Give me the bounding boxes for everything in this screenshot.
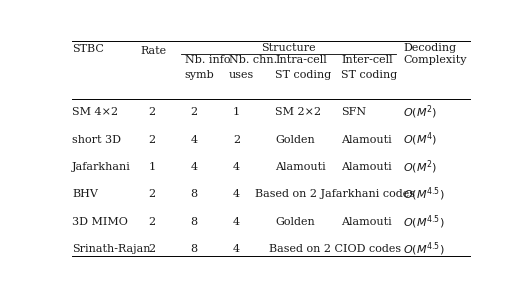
Text: Structure: Structure bbox=[261, 43, 315, 53]
Text: ST coding: ST coding bbox=[276, 70, 332, 80]
Text: Rate: Rate bbox=[141, 45, 167, 56]
Text: Based on 2 CIOD codes: Based on 2 CIOD codes bbox=[269, 244, 402, 254]
Text: 1: 1 bbox=[149, 162, 156, 172]
Text: SFN: SFN bbox=[341, 107, 367, 117]
Text: Alamouti: Alamouti bbox=[276, 162, 326, 172]
Text: 8: 8 bbox=[190, 189, 197, 200]
Text: 8: 8 bbox=[190, 244, 197, 254]
Text: symb: symb bbox=[185, 70, 214, 80]
Text: $O(M^{2})$: $O(M^{2})$ bbox=[403, 103, 437, 121]
Text: STBC: STBC bbox=[72, 44, 104, 54]
Text: Srinath-Rajan: Srinath-Rajan bbox=[72, 244, 151, 254]
Text: Complexity: Complexity bbox=[403, 55, 467, 65]
Text: $O(M^{2})$: $O(M^{2})$ bbox=[403, 158, 437, 176]
Text: Inter-cell: Inter-cell bbox=[341, 55, 393, 65]
Text: $O(M^{4.5})$: $O(M^{4.5})$ bbox=[403, 241, 445, 258]
Text: 2: 2 bbox=[149, 107, 156, 117]
Text: 4: 4 bbox=[233, 189, 240, 200]
Text: 2: 2 bbox=[149, 217, 156, 227]
Text: Alamouti: Alamouti bbox=[341, 134, 392, 144]
Text: Golden: Golden bbox=[276, 134, 315, 144]
Text: Based on 2 Jafarkhani codes: Based on 2 Jafarkhani codes bbox=[256, 189, 415, 200]
Text: short 3D: short 3D bbox=[72, 134, 121, 144]
Text: BHV: BHV bbox=[72, 189, 98, 200]
Text: Nb. info: Nb. info bbox=[185, 55, 230, 65]
Text: 3D MIMO: 3D MIMO bbox=[72, 217, 128, 227]
Text: Alamouti: Alamouti bbox=[341, 217, 392, 227]
Text: 2: 2 bbox=[190, 107, 197, 117]
Text: Nb. chn.: Nb. chn. bbox=[229, 55, 277, 65]
Text: $O(M^{4.5})$: $O(M^{4.5})$ bbox=[403, 213, 445, 231]
Text: $O(M^{4})$: $O(M^{4})$ bbox=[403, 131, 437, 148]
Text: 4: 4 bbox=[233, 244, 240, 254]
Text: 4: 4 bbox=[233, 162, 240, 172]
Text: Intra-cell: Intra-cell bbox=[276, 55, 327, 65]
Text: Jafarkhani: Jafarkhani bbox=[72, 162, 131, 172]
Text: 2: 2 bbox=[149, 134, 156, 144]
Text: 4: 4 bbox=[233, 217, 240, 227]
Text: SM 4×2: SM 4×2 bbox=[72, 107, 118, 117]
Text: 4: 4 bbox=[190, 134, 197, 144]
Text: 2: 2 bbox=[149, 244, 156, 254]
Text: 2: 2 bbox=[149, 189, 156, 200]
Text: uses: uses bbox=[229, 70, 254, 80]
Text: 4: 4 bbox=[190, 162, 197, 172]
Text: SM 2×2: SM 2×2 bbox=[276, 107, 322, 117]
Text: 1: 1 bbox=[233, 107, 240, 117]
Text: ST coding: ST coding bbox=[341, 70, 397, 80]
Text: 8: 8 bbox=[190, 217, 197, 227]
Text: Golden: Golden bbox=[276, 217, 315, 227]
Text: 2: 2 bbox=[233, 134, 240, 144]
Text: Alamouti: Alamouti bbox=[341, 162, 392, 172]
Text: $O(M^{4.5})$: $O(M^{4.5})$ bbox=[403, 185, 445, 203]
Text: Decoding: Decoding bbox=[403, 43, 457, 53]
